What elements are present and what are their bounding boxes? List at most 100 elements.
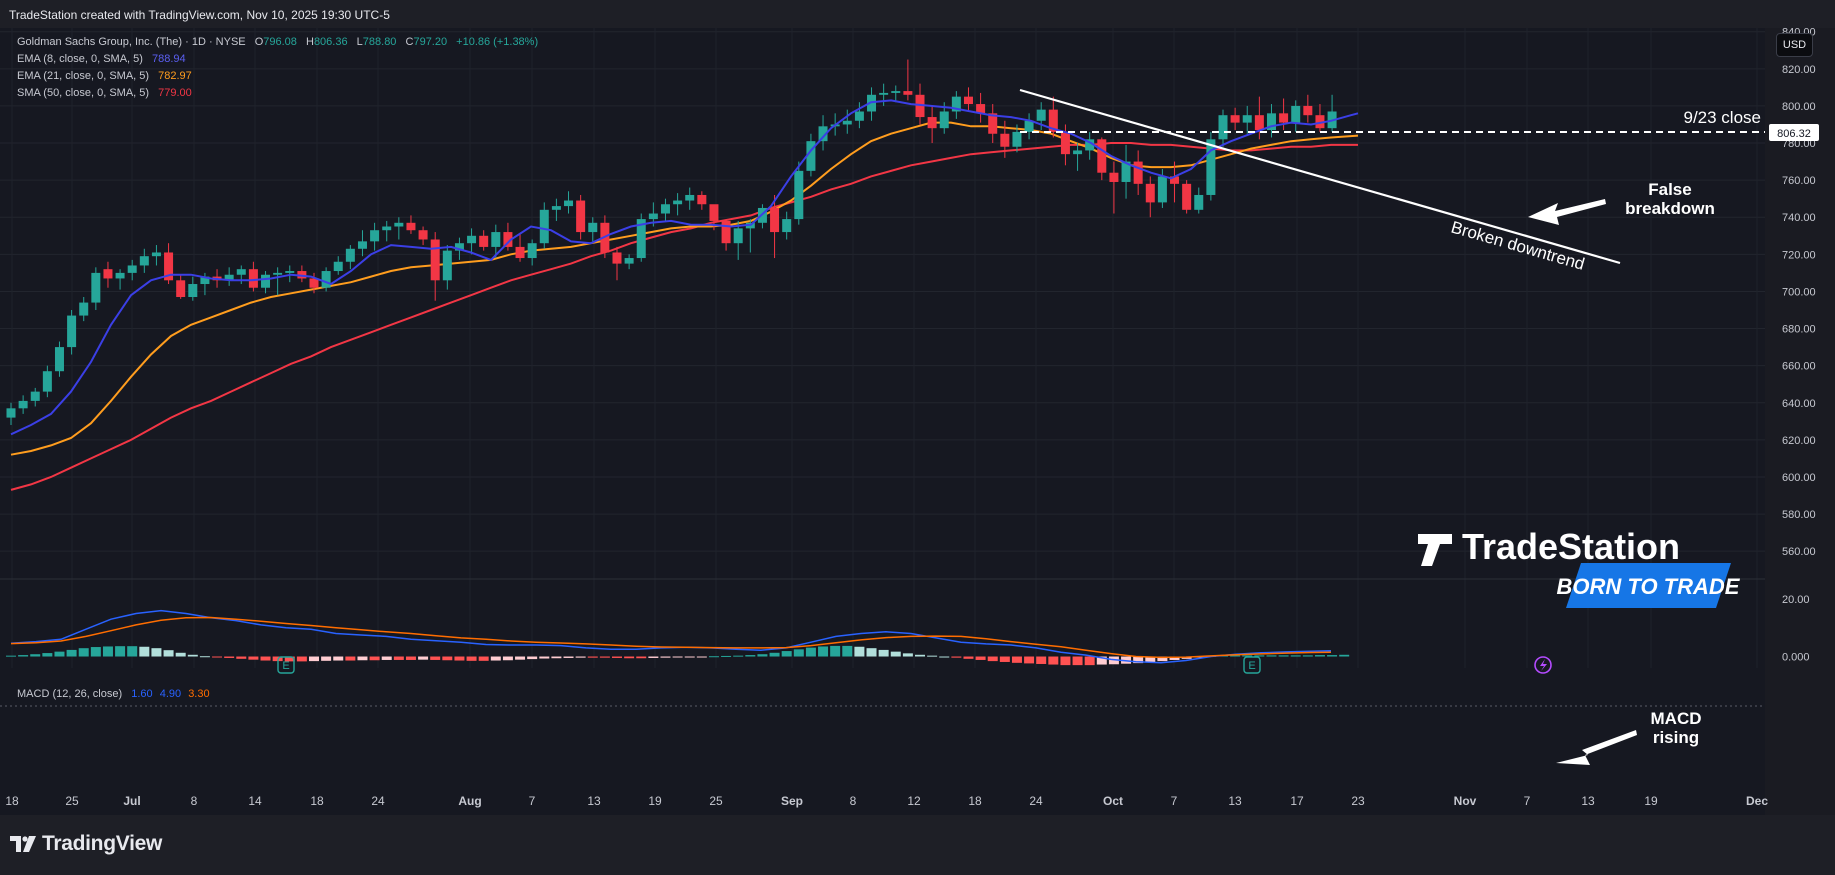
- tradestation-logo: TradeStation BORN TO TRADE: [1418, 526, 1741, 608]
- macd-hist-bar: [1290, 655, 1301, 657]
- macd-hist-bar: [42, 653, 53, 657]
- candle-body: [891, 91, 901, 93]
- macd-hist-bar: [260, 656, 271, 661]
- tagline-background: [1566, 563, 1731, 608]
- macd-hist-bar: [1157, 656, 1168, 662]
- earnings-marker-1[interactable]: E: [277, 656, 295, 674]
- macd-hist-bar: [575, 656, 586, 658]
- candle-body: [454, 243, 464, 251]
- macd-hist-bar: [248, 656, 259, 660]
- macd-hist-bar: [466, 656, 477, 661]
- macd-hist-bar: [175, 652, 186, 657]
- price-tick-label: 780.00: [1782, 138, 1816, 150]
- macd-hist-bar: [999, 656, 1010, 662]
- time-tick-label: 13: [1581, 794, 1595, 808]
- earnings-marker-2[interactable]: E: [1243, 656, 1261, 674]
- candle-body: [345, 248, 355, 262]
- macd-hist-bar: [224, 656, 235, 658]
- legend-sma50[interactable]: SMA (50, close, 0, SMA, 5) 779.00: [17, 87, 192, 99]
- candle-body: [285, 271, 295, 273]
- candle-body: [903, 91, 913, 95]
- ema8-line: [10, 99, 1359, 436]
- macd-hist-bar: [793, 649, 804, 657]
- price-axis-background: [1765, 28, 1835, 815]
- time-tick-label: 12: [907, 794, 921, 808]
- price-chart[interactable]: 9/23 close False breakdown Broken downtr…: [0, 28, 1835, 815]
- legend-symbol-row[interactable]: Goldman Sachs Group, Inc. (The) · 1D · N…: [17, 36, 539, 48]
- legend-change: +10.86 (+1.38%): [456, 36, 539, 48]
- currency-button[interactable]: USD: [1776, 33, 1813, 57]
- macd-hist-bar: [733, 655, 744, 657]
- candle-body: [115, 272, 125, 279]
- macd-hist-bar: [781, 651, 792, 657]
- macd-hist-bar: [696, 656, 707, 658]
- svg-text:806.32: 806.32: [1777, 128, 1811, 140]
- candle-body: [91, 272, 101, 303]
- macd-hist-bar: [478, 656, 489, 661]
- candle-body: [842, 120, 852, 125]
- macd-rising-arrow: [1556, 730, 1637, 765]
- candle-body: [1279, 113, 1289, 123]
- macd-tick-label: 20.00: [1782, 594, 1810, 606]
- macd-hist-bar: [612, 656, 622, 658]
- macd-hist-bar: [672, 656, 683, 658]
- downtrend-line: [1019, 88, 1621, 265]
- macd-axis[interactable]: 0.000 20.00: [1782, 594, 1810, 663]
- candle-body: [127, 265, 137, 273]
- macd-hist-bar: [963, 656, 974, 659]
- candle-body: [164, 252, 174, 281]
- bottom-bar: TradingView: [0, 815, 1835, 875]
- legend-high: 806.36: [313, 36, 348, 48]
- top-bar: TradeStation created with TradingView.co…: [0, 0, 1835, 28]
- legend-macd-signal: 4.90: [159, 688, 182, 700]
- macd-hist-bar: [854, 646, 865, 657]
- dividend-lightning-icon[interactable]: [1534, 656, 1552, 674]
- tradingview-logo[interactable]: TradingView: [10, 832, 162, 856]
- price-axis[interactable]: 560.00 580.00 600.00 620.00 640.00 660.00 680.…: [1782, 28, 1816, 558]
- macd-hist-bar: [878, 649, 889, 657]
- candle-body: [1073, 150, 1083, 155]
- legend-ema21[interactable]: EMA (21, close, 0, SMA, 5) 782.97: [17, 70, 192, 82]
- macd-hist-bar: [599, 656, 610, 658]
- macd-hist-bar: [818, 646, 829, 657]
- legend-ema8[interactable]: EMA (8, close, 0, SMA, 5) 788.94: [17, 53, 186, 65]
- header-title: TradeStation created with TradingView.co…: [9, 8, 390, 22]
- macd-hist-bar: [915, 654, 925, 657]
- macd-hist-bar: [78, 648, 89, 657]
- macd-hist-bar: [236, 656, 247, 659]
- candle-body: [67, 315, 77, 348]
- macd-hist-bar: [6, 655, 16, 657]
- macd-hist-bar: [369, 656, 380, 661]
- candle-body: [151, 252, 161, 257]
- macd-histogram: [6, 645, 1350, 666]
- candle-body: [273, 272, 283, 275]
- macd-hist-bar: [515, 656, 526, 660]
- macd-hist-bar: [648, 656, 659, 658]
- time-axis[interactable]: 18 25 Jul 8 14 18 24 Aug 7 13 19 25 Sep 8 12 18 24 Oct 7 13…: [5, 794, 1768, 808]
- candle-body: [139, 256, 149, 266]
- time-tick-label: 25: [709, 794, 723, 808]
- macd-hist-bar: [393, 656, 404, 660]
- macd-hist-bar: [636, 656, 647, 659]
- candle-body: [479, 235, 489, 247]
- macd-hist-bar: [708, 656, 719, 658]
- legend-macd[interactable]: MACD (12, 26, close) 1.60 4.90 3.30: [17, 688, 210, 700]
- candle-body: [818, 126, 828, 142]
- legend-open: 796.08: [263, 36, 297, 48]
- candle-body: [442, 250, 452, 281]
- macd-hist-bar: [939, 656, 950, 658]
- time-tick-label: 18: [968, 794, 982, 808]
- time-tick-label: Aug: [458, 794, 481, 808]
- macd-hist-bar: [805, 647, 816, 657]
- candle-body: [54, 347, 64, 372]
- time-tick-label: 8: [191, 794, 198, 808]
- candle-body: [624, 258, 634, 264]
- time-tick-label: 7: [529, 794, 536, 808]
- candle-body: [673, 200, 683, 205]
- macd-hist-bar: [430, 656, 441, 660]
- macd-hist-bar: [842, 645, 853, 657]
- time-tick-label: 19: [1644, 794, 1658, 808]
- price-tick-label: 600.00: [1782, 472, 1816, 484]
- candle-body: [1315, 115, 1325, 129]
- macd-hist-bar: [187, 654, 198, 657]
